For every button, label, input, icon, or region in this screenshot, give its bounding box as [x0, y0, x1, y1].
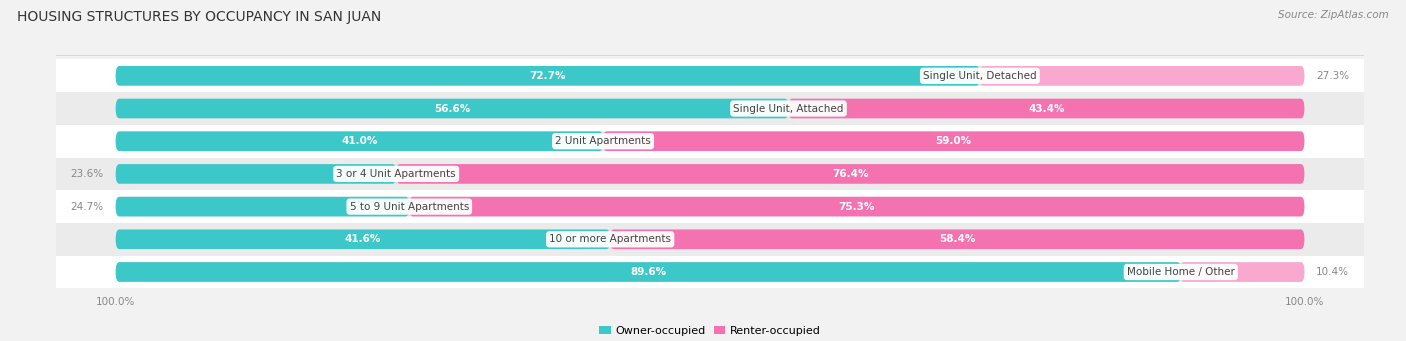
Text: 75.3%: 75.3%	[838, 202, 875, 212]
Bar	[56, 158, 1364, 190]
Text: 5 to 9 Unit Apartments: 5 to 9 Unit Apartments	[350, 202, 470, 212]
FancyBboxPatch shape	[115, 262, 1305, 282]
Bar	[56, 256, 1364, 288]
FancyBboxPatch shape	[115, 66, 980, 86]
Text: 41.0%: 41.0%	[342, 136, 378, 146]
Text: 89.6%: 89.6%	[630, 267, 666, 277]
Bar	[56, 125, 1364, 158]
FancyBboxPatch shape	[115, 262, 1181, 282]
Text: Single Unit, Detached: Single Unit, Detached	[924, 71, 1036, 81]
Legend: Owner-occupied, Renter-occupied: Owner-occupied, Renter-occupied	[595, 321, 825, 340]
FancyBboxPatch shape	[789, 99, 1305, 118]
Text: HOUSING STRUCTURES BY OCCUPANCY IN SAN JUAN: HOUSING STRUCTURES BY OCCUPANCY IN SAN J…	[17, 10, 381, 24]
Text: 10 or more Apartments: 10 or more Apartments	[550, 234, 671, 244]
Text: 27.3%: 27.3%	[1316, 71, 1350, 81]
Text: 10.4%: 10.4%	[1316, 267, 1350, 277]
FancyBboxPatch shape	[115, 197, 409, 217]
FancyBboxPatch shape	[115, 99, 1305, 118]
Text: 24.7%: 24.7%	[70, 202, 104, 212]
Text: Source: ZipAtlas.com: Source: ZipAtlas.com	[1278, 10, 1389, 20]
FancyBboxPatch shape	[115, 229, 1305, 249]
Text: 56.6%: 56.6%	[434, 104, 470, 114]
Text: Mobile Home / Other: Mobile Home / Other	[1126, 267, 1234, 277]
Bar	[56, 92, 1364, 125]
FancyBboxPatch shape	[115, 131, 603, 151]
Text: 76.4%: 76.4%	[832, 169, 869, 179]
FancyBboxPatch shape	[115, 164, 1305, 184]
FancyBboxPatch shape	[115, 99, 789, 118]
Text: 41.6%: 41.6%	[344, 234, 381, 244]
FancyBboxPatch shape	[115, 229, 610, 249]
Text: 2 Unit Apartments: 2 Unit Apartments	[555, 136, 651, 146]
FancyBboxPatch shape	[980, 66, 1305, 86]
FancyBboxPatch shape	[603, 131, 1305, 151]
FancyBboxPatch shape	[1181, 262, 1305, 282]
FancyBboxPatch shape	[115, 66, 1305, 86]
Text: 72.7%: 72.7%	[530, 71, 567, 81]
Bar	[56, 223, 1364, 256]
Text: 23.6%: 23.6%	[70, 169, 104, 179]
FancyBboxPatch shape	[409, 197, 1305, 217]
FancyBboxPatch shape	[115, 164, 396, 184]
FancyBboxPatch shape	[115, 131, 1305, 151]
Text: 43.4%: 43.4%	[1028, 104, 1064, 114]
Text: 58.4%: 58.4%	[939, 234, 976, 244]
FancyBboxPatch shape	[115, 197, 1305, 217]
Bar	[56, 59, 1364, 92]
Bar	[56, 190, 1364, 223]
Text: 3 or 4 Unit Apartments: 3 or 4 Unit Apartments	[336, 169, 456, 179]
FancyBboxPatch shape	[610, 229, 1305, 249]
FancyBboxPatch shape	[396, 164, 1305, 184]
Text: Single Unit, Attached: Single Unit, Attached	[734, 104, 844, 114]
Text: 59.0%: 59.0%	[935, 136, 972, 146]
